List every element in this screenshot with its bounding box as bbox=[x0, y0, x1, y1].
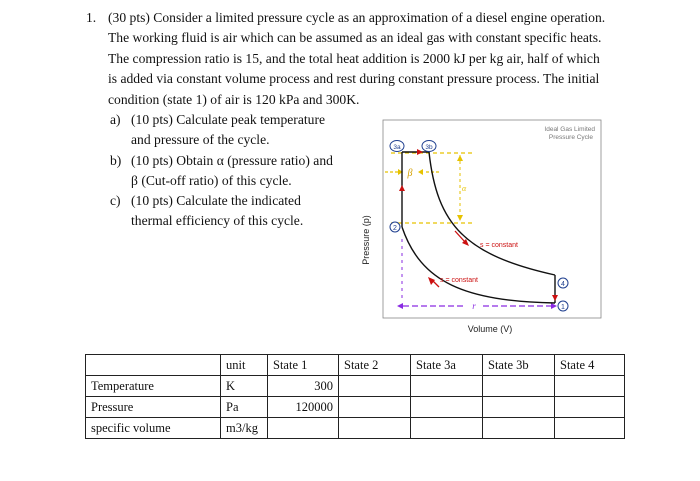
red-arrowhead-left bbox=[399, 185, 405, 191]
cell-state-1[interactable] bbox=[267, 417, 339, 439]
cell-state-4[interactable] bbox=[554, 417, 625, 439]
header-state-3a: State 3a bbox=[410, 354, 483, 376]
compression-curve bbox=[401, 226, 556, 304]
table-header-row: unit State 1 State 2 State 3a State 3b S… bbox=[85, 354, 625, 376]
state-table: unit State 1 State 2 State 3a State 3b S… bbox=[85, 354, 625, 439]
s-constant-upper: s = constant bbox=[480, 242, 518, 249]
part-a-label: a) bbox=[110, 112, 121, 127]
red-arrowhead-expansion bbox=[462, 239, 469, 246]
table-row: Temperature K 300 bbox=[85, 375, 625, 397]
state-3a-marker: 3a bbox=[389, 140, 405, 152]
state-3b-marker: 3b bbox=[421, 140, 437, 152]
svg-text:3a: 3a bbox=[393, 144, 401, 151]
red-arrowhead-right bbox=[552, 295, 558, 301]
yellow-alpha-arrow-down bbox=[457, 215, 463, 221]
red-arrow-compression bbox=[432, 280, 440, 288]
cell-state-2[interactable] bbox=[338, 396, 411, 418]
diagram-title-line-2: Pressure Cycle bbox=[549, 134, 593, 141]
purple-arrow-right bbox=[551, 303, 557, 309]
header-state-4: State 4 bbox=[554, 354, 625, 376]
header-empty bbox=[85, 354, 221, 376]
part-a-line-2: and pressure of the cycle. bbox=[131, 132, 270, 147]
state-4-marker: 4 bbox=[557, 277, 569, 289]
cell-state-3a[interactable] bbox=[410, 417, 483, 439]
yellow-alpha-arrow-up bbox=[457, 155, 463, 161]
part-b-label: b) bbox=[110, 153, 122, 168]
part-b-line-2: β (Cut-off ratio) of this cycle. bbox=[131, 173, 292, 188]
cell-state-3b[interactable] bbox=[482, 375, 555, 397]
problem-line-5: condition (state 1) of air is 120 kPa an… bbox=[108, 92, 360, 107]
y-axis-label: Pressure (p) bbox=[361, 215, 371, 265]
yellow-arrow-left bbox=[418, 169, 423, 175]
header-unit: unit bbox=[220, 354, 268, 376]
cell-state-3a[interactable] bbox=[410, 396, 483, 418]
row-label: specific volume bbox=[85, 417, 221, 439]
table-row: Pressure Pa 120000 bbox=[85, 396, 625, 418]
cell-state-3b[interactable] bbox=[482, 417, 555, 439]
header-state-3b: State 3b bbox=[482, 354, 555, 376]
expansion-curve bbox=[428, 151, 556, 276]
cell-state-4[interactable] bbox=[554, 375, 625, 397]
red-arrowhead-compression bbox=[428, 277, 435, 285]
row-label: Temperature bbox=[85, 375, 221, 397]
problem-line-3: The compression ratio is 15, and the tot… bbox=[108, 51, 600, 66]
part-b-line-1: (10 pts) Obtain α (pressure ratio) and bbox=[131, 153, 333, 168]
r-label: r bbox=[472, 301, 476, 311]
cell-state-4[interactable] bbox=[554, 396, 625, 418]
yellow-arrow-right bbox=[398, 169, 403, 175]
problem-line-1: (30 pts) Consider a limited pressure cyc… bbox=[108, 10, 606, 25]
red-arrow-expansion bbox=[454, 230, 466, 243]
row-unit: Pa bbox=[220, 396, 268, 418]
cell-state-1[interactable]: 300 bbox=[267, 375, 339, 397]
x-axis-label: Volume (V) bbox=[468, 324, 513, 334]
cell-state-3b[interactable] bbox=[482, 396, 555, 418]
diagram-frame bbox=[382, 119, 602, 319]
svg-text:2: 2 bbox=[393, 225, 397, 232]
problem-number: 1. bbox=[86, 10, 97, 25]
header-state-2: State 2 bbox=[338, 354, 411, 376]
part-a-line-1: (10 pts) Calculate peak temperature bbox=[131, 112, 326, 127]
purple-arrow-left bbox=[397, 303, 403, 309]
part-c-label: c) bbox=[110, 193, 121, 208]
s-constant-lower: s = constant bbox=[440, 277, 478, 284]
pv-diagram: Ideal Gas Limited Pressure Cycle Pressur… bbox=[361, 119, 602, 334]
row-unit: K bbox=[220, 375, 268, 397]
alpha-label: α bbox=[462, 184, 467, 193]
beta-label: β bbox=[407, 168, 413, 179]
cell-state-2[interactable] bbox=[338, 417, 411, 439]
cell-state-2[interactable] bbox=[338, 375, 411, 397]
cell-state-1[interactable]: 120000 bbox=[267, 396, 339, 418]
state-2-marker: 2 bbox=[389, 221, 401, 233]
part-c-line-2: thermal efficiency of this cycle. bbox=[131, 213, 304, 228]
diagram-title-line-1: Ideal Gas Limited bbox=[544, 126, 595, 133]
row-label: Pressure bbox=[85, 396, 221, 418]
svg-text:4: 4 bbox=[561, 281, 565, 288]
state-1-marker: 1 bbox=[557, 300, 569, 312]
problem-line-4: is added via constant volume process and… bbox=[108, 71, 600, 86]
row-unit: m3/kg bbox=[220, 417, 268, 439]
svg-text:3b: 3b bbox=[425, 144, 433, 151]
problem-line-2: The working fluid is air which can be as… bbox=[108, 30, 602, 45]
part-c-line-1: (10 pts) Calculate the indicated bbox=[131, 193, 301, 208]
cell-state-3a[interactable] bbox=[410, 375, 483, 397]
table-row: specific volume m3/kg bbox=[85, 417, 625, 439]
red-arrowhead-top bbox=[417, 149, 423, 155]
header-state-1: State 1 bbox=[267, 354, 339, 376]
svg-text:1: 1 bbox=[561, 304, 565, 311]
